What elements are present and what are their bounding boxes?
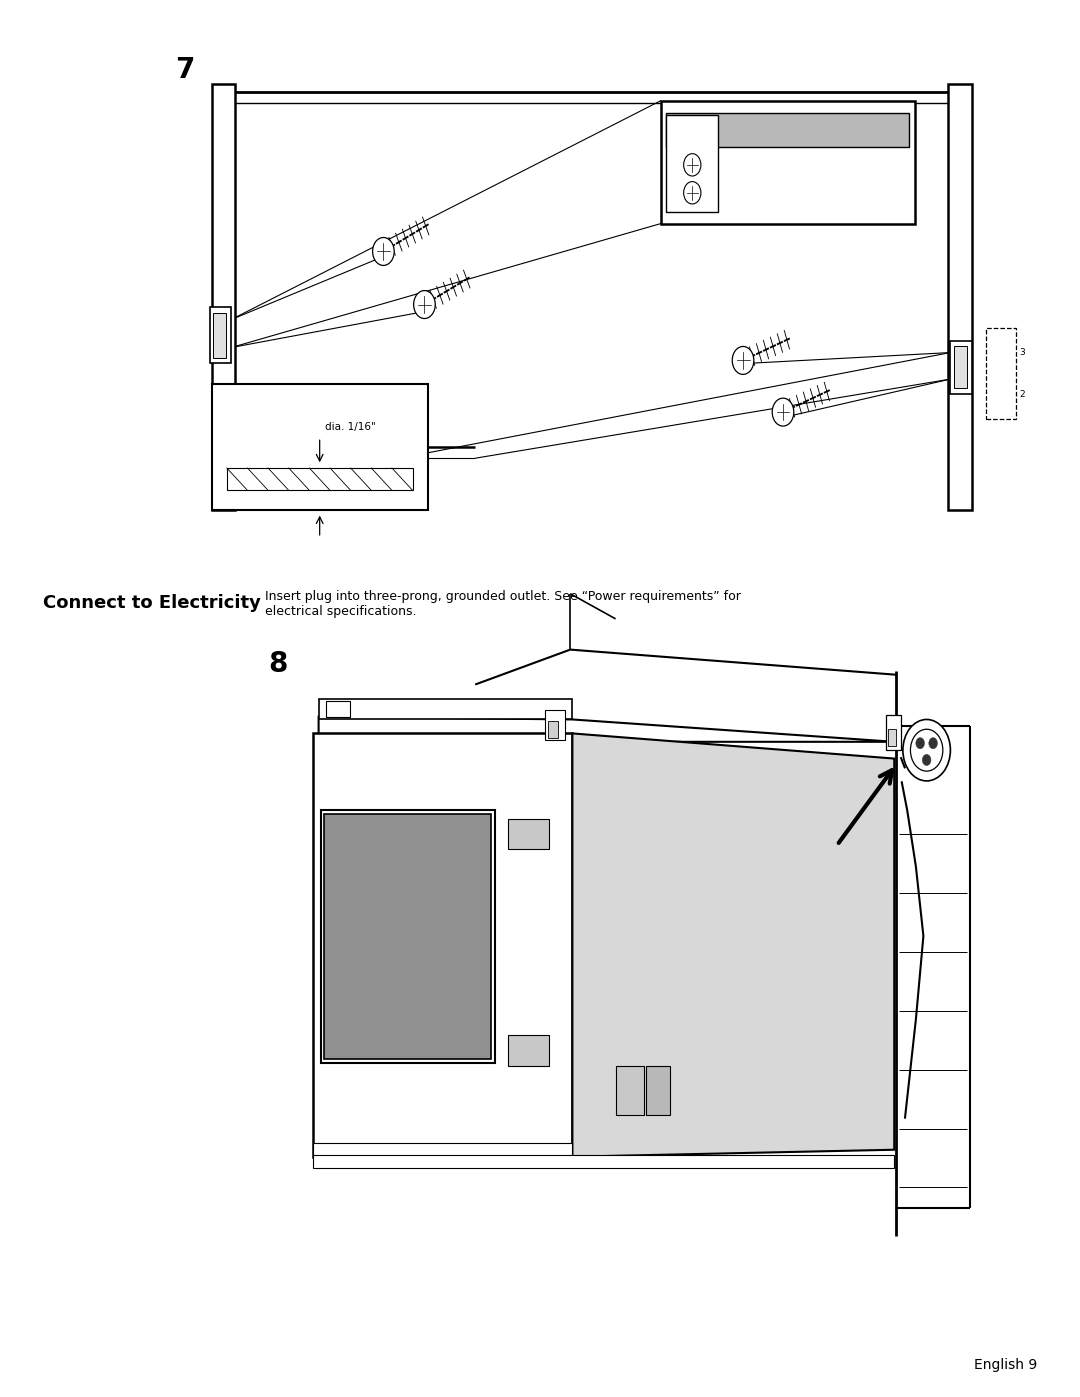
Bar: [313, 1155, 894, 1168]
Polygon shape: [313, 733, 572, 1157]
Bar: [948, 84, 972, 510]
Bar: [666, 115, 718, 212]
Bar: [324, 814, 491, 1059]
Circle shape: [903, 719, 950, 781]
Bar: [545, 710, 565, 740]
Bar: [227, 468, 413, 490]
Bar: [319, 698, 572, 719]
Circle shape: [772, 398, 794, 426]
Circle shape: [414, 291, 435, 319]
Bar: [548, 721, 558, 738]
Bar: [616, 1066, 644, 1115]
Bar: [646, 1066, 670, 1115]
Text: Insert plug into three-prong, grounded outlet. See “Power requirements” for
elec: Insert plug into three-prong, grounded o…: [265, 590, 741, 617]
Circle shape: [929, 738, 937, 749]
Bar: [321, 810, 495, 1063]
Circle shape: [910, 729, 943, 771]
Bar: [508, 1035, 549, 1066]
Bar: [950, 341, 972, 394]
Text: 3: 3: [1020, 348, 1025, 358]
Text: English 9: English 9: [973, 1358, 1037, 1372]
Polygon shape: [572, 733, 894, 1157]
Circle shape: [922, 754, 931, 766]
Text: 2: 2: [1020, 390, 1025, 400]
Circle shape: [373, 237, 394, 265]
Circle shape: [684, 154, 701, 176]
Bar: [508, 819, 549, 849]
Text: Connect to Electricity: Connect to Electricity: [43, 594, 261, 612]
Bar: [213, 313, 226, 358]
Bar: [888, 729, 896, 746]
Circle shape: [916, 738, 924, 749]
Text: dia. 1/16": dia. 1/16": [325, 422, 376, 432]
Bar: [212, 384, 428, 510]
Bar: [212, 84, 235, 510]
Circle shape: [684, 182, 701, 204]
Bar: [666, 113, 909, 147]
Text: 7: 7: [175, 56, 194, 84]
Bar: [326, 701, 350, 717]
Bar: [313, 1143, 572, 1157]
Circle shape: [732, 346, 754, 374]
Bar: [954, 346, 967, 388]
Bar: [886, 715, 901, 750]
Bar: [210, 307, 231, 363]
Bar: [661, 101, 915, 224]
Bar: [986, 328, 1016, 419]
Polygon shape: [319, 717, 894, 742]
Text: 8: 8: [268, 650, 287, 678]
